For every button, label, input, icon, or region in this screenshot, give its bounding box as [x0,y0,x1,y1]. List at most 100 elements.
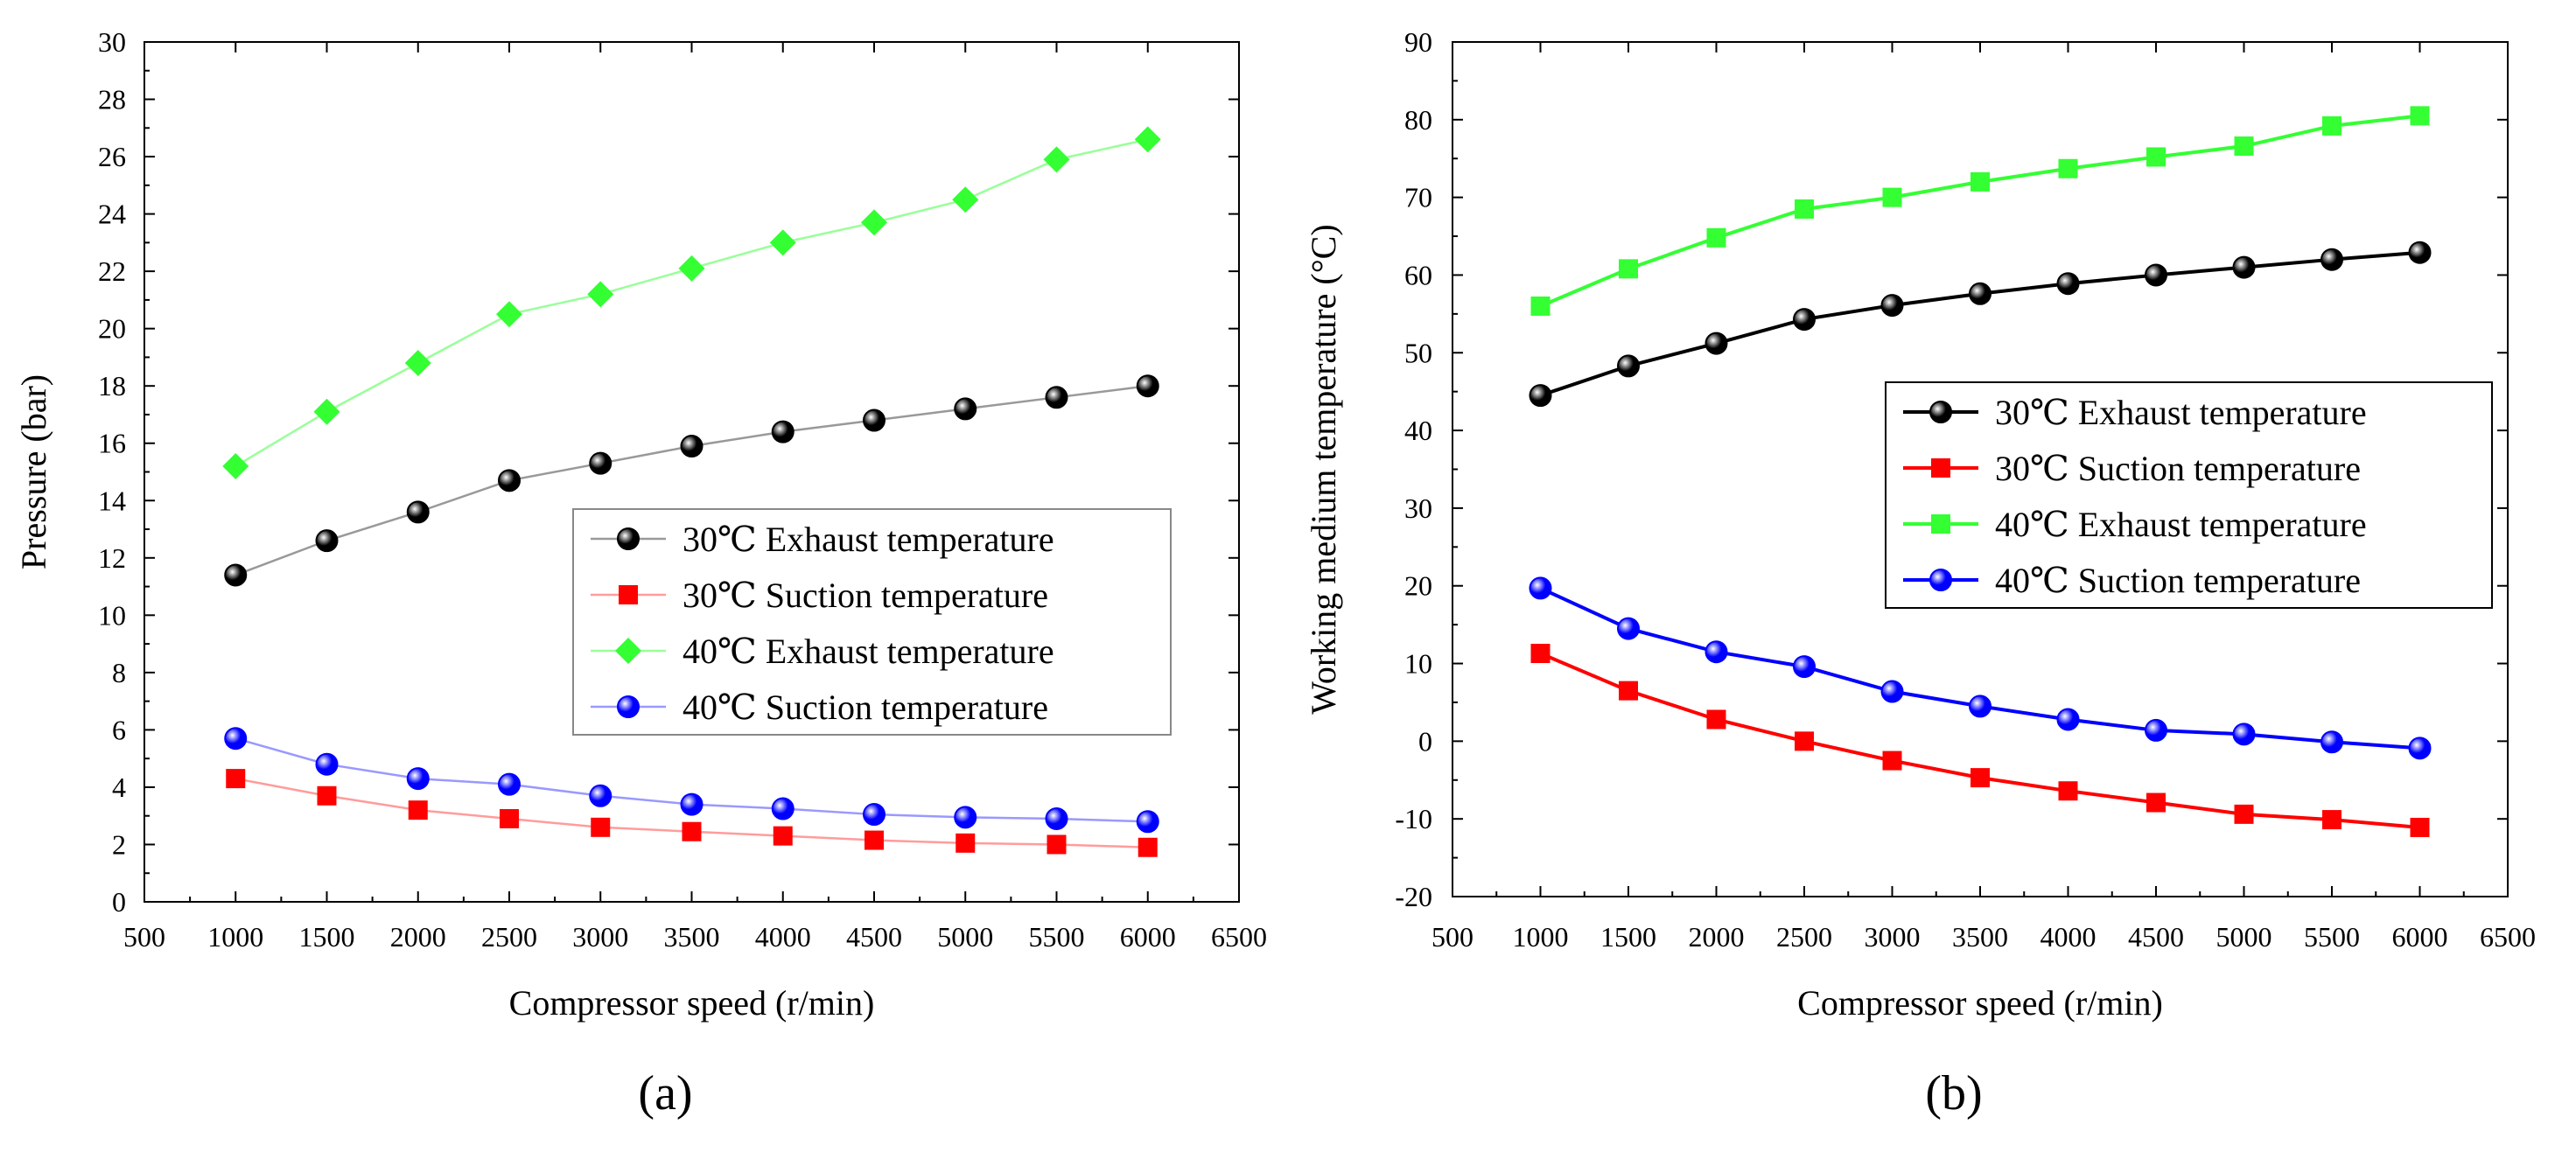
data-point [2058,158,2078,178]
data-point [1706,709,1726,730]
data-point [1530,296,1550,316]
legend: 30℃ Exhaust temperature 30℃ Suction tempe… [572,508,1172,736]
data-point [587,281,614,308]
y-tick-label: 2 [112,828,126,860]
legend-label: 30℃ Suction temperature [1995,449,2361,488]
series-2 [1530,643,2430,837]
x-tick-label: 4500 [2128,921,2184,953]
data-point [1136,374,1159,398]
data-point [678,255,705,282]
data-point [1530,643,1550,663]
legend-marker [1931,458,1950,478]
data-point [1045,386,1068,409]
y-tick-label: 22 [98,255,126,287]
data-point [2322,115,2342,136]
y-tick-label: 40 [1404,415,1432,446]
data-point [589,784,612,807]
data-point [2410,817,2430,837]
series-4 [224,727,1159,834]
y-tick-label: 80 [1404,104,1432,136]
x-tick-label: 500 [123,921,165,953]
y-tick-label: 70 [1404,182,1432,213]
data-point [1619,681,1638,701]
data-point [863,803,886,827]
legend: 30℃ Exhaust temperature 30℃ Suction tempe… [1885,381,2493,609]
data-point [2320,248,2343,271]
series-1 [1529,241,2432,408]
x-tick-label: 4000 [755,921,811,953]
legend-marker [1929,401,1952,423]
data-point [954,806,977,829]
x-tick-label: 6500 [1211,921,1267,953]
y-tick-label: 6 [112,714,126,745]
x-tick-label: 2000 [390,921,446,953]
y-tick-label: 4 [112,771,126,803]
y-axis-title: Working medium temperature (°C) [1304,224,1343,714]
data-point [1880,294,1904,318]
panel-label: (b) [1925,1066,1982,1121]
legend-label: 40℃ Suction temperature [1995,561,2361,600]
data-point [771,797,794,820]
data-point [1970,768,1990,788]
series-3 [1530,106,2430,316]
data-point [1969,695,1992,718]
panel-label: (a) [638,1066,692,1121]
data-point [2145,718,2167,742]
data-point [1706,227,1726,248]
data-point [406,767,430,791]
data-point [1529,576,1552,600]
legend-marker [619,585,638,604]
data-point [2058,781,2078,801]
data-point [1138,837,1158,857]
legend-marker [615,638,641,664]
data-point [500,808,519,828]
data-point [2056,708,2080,731]
x-tick-label: 1500 [299,921,355,953]
y-tick-label: 10 [1404,648,1432,680]
data-point [2234,804,2254,824]
data-point [2145,263,2167,287]
legend-box [572,508,1172,736]
x-tick-label: 4500 [846,921,902,953]
data-point [1880,680,1904,703]
y-tick-label: 50 [1404,337,1432,368]
legend-label: 30℃ Exhaust temperature [682,520,1054,559]
x-tick-label: 1500 [1600,921,1656,953]
data-point [1882,187,1902,207]
data-point [682,821,702,841]
y-tick-label: 0 [1418,725,1432,757]
data-point [1795,731,1814,751]
legend-label: 30℃ Exhaust temperature [1995,393,2367,432]
data-point [956,833,976,853]
data-point [680,792,704,816]
data-point [404,349,431,376]
data-point [864,830,884,850]
data-point [408,800,428,820]
data-point [2056,272,2080,296]
y-tick-label: 8 [112,657,126,688]
legend-label: 30℃ Suction temperature [682,576,1048,615]
data-point [313,398,340,425]
data-point [2232,723,2256,746]
data-point [224,563,248,587]
y-tick-label: 10 [98,599,126,631]
y-tick-label: 20 [98,313,126,345]
data-point [315,752,339,776]
legend-marker [1929,569,1952,591]
data-point [952,186,979,213]
y-tick-label: 60 [1404,259,1432,290]
chart-panel-a: 500 1000 1500 2000 2500 3000 3500 4000 4500 5000 5… [14,26,1267,1121]
y-tick-label: 90 [1404,26,1432,58]
series-3 [222,126,1161,479]
y-tick-label: 30 [98,26,126,58]
data-point [222,452,249,479]
data-point [773,826,793,846]
data-point [1795,199,1814,219]
y-tick-label: 20 [1404,570,1432,602]
x-tick-label: 6000 [1120,921,1176,953]
data-point [1617,617,1640,640]
series-line [1539,652,2420,829]
data-point [1793,655,1816,679]
legend-marker [1931,514,1950,534]
x-tick-label: 4000 [2040,921,2096,953]
